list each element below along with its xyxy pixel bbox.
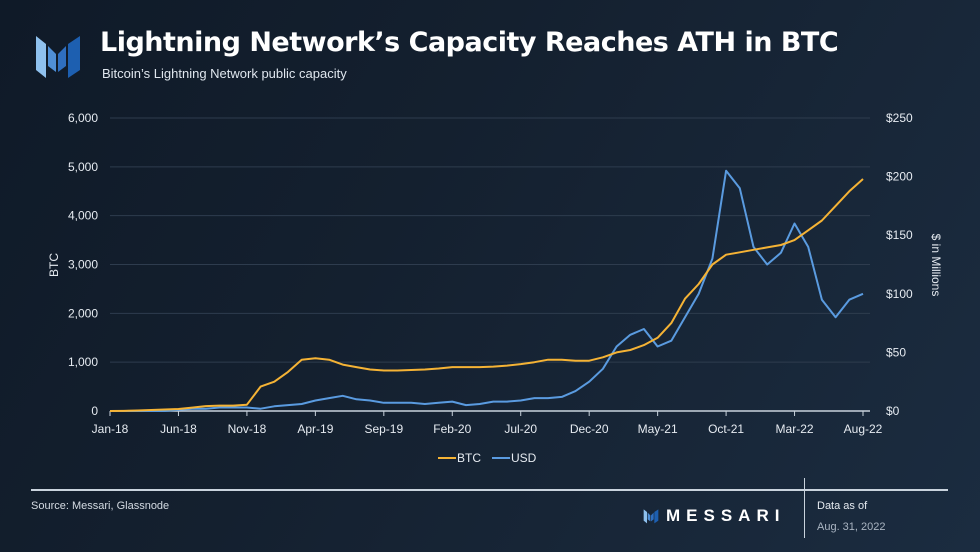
x-tick-label: Jun-18 (160, 422, 197, 436)
messari-logo (36, 36, 80, 78)
footer-divider (31, 489, 948, 491)
y2-tick-label: $0 (886, 404, 900, 418)
y-tick-label: 2,000 (68, 306, 98, 320)
y-tick-label: 0 (91, 404, 98, 418)
y2-tick-label: $100 (886, 287, 913, 301)
legend-label-btc: BTC (457, 451, 481, 465)
messari-mark-icon (643, 509, 659, 524)
y-tick-label: 5,000 (68, 160, 98, 174)
x-tick-label: Aug-22 (844, 422, 883, 436)
x-tick-label: Apr-19 (297, 422, 333, 436)
y2-tick-label: $150 (886, 228, 913, 242)
source-note: Source: Messari, Glassnode (31, 500, 170, 512)
x-tick-label: Feb-20 (433, 422, 471, 436)
x-tick-label: Jul-20 (504, 422, 537, 436)
data-as-of-label: Data as of (817, 500, 868, 512)
y2-tick-label: $200 (886, 170, 913, 184)
x-tick-label: Nov-18 (228, 422, 267, 436)
y-tick-label: 6,000 (68, 111, 98, 125)
brand-name: MESSARI (666, 506, 786, 525)
y2-tick-label: $50 (886, 345, 906, 359)
x-tick-label: Mar-22 (776, 422, 814, 436)
y-tick-label: 1,000 (68, 355, 98, 369)
series-line-btc (109, 178, 864, 412)
chart-title: Lightning Network’s Capacity Reaches ATH… (100, 27, 839, 58)
line-chart: 0 1,000 2,000 3,000 4,000 5,000 6,000 $0 $50 $100… (47, 111, 943, 465)
x-tick-label: Sep-19 (364, 422, 403, 436)
brand: MESSARI (642, 506, 785, 526)
y-tick-label: 4,000 (68, 209, 98, 223)
footer-vertical-divider (804, 478, 805, 538)
y-axis-label: BTC (47, 253, 61, 277)
y-tick-label: 3,000 (68, 258, 98, 272)
x-tick-label: May-21 (638, 422, 678, 436)
data-as-of-date: Aug. 31, 2022 (817, 521, 886, 533)
series-line-usd (110, 169, 864, 412)
x-tick-label: Jan-18 (92, 422, 129, 436)
x-tick-label: Oct-21 (708, 422, 744, 436)
y2-tick-label: $250 (886, 111, 913, 125)
x-tick-label: Dec-20 (570, 422, 609, 436)
legend-label-usd: USD (511, 451, 537, 465)
y2-axis-label: $ in Millions (929, 234, 943, 297)
chart-subtitle: Bitcoin’s Lightning Network public capac… (102, 66, 347, 81)
